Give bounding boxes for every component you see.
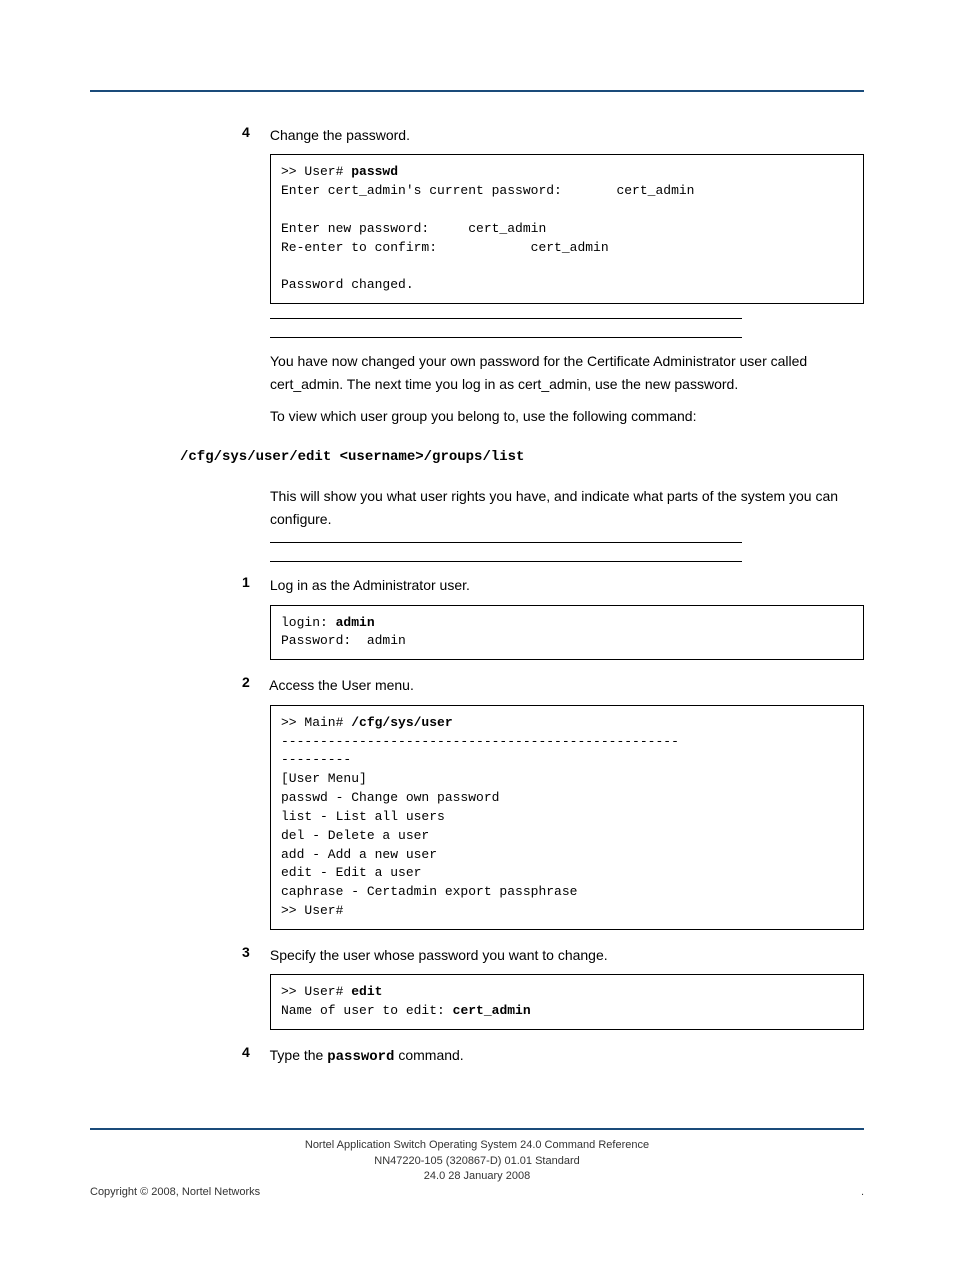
code-cmd: cert_admin	[453, 1003, 531, 1018]
step-2-code: >> Main# /cfg/sys/user -----------------…	[270, 705, 864, 930]
step-4-header: 4 Change the password.	[270, 124, 864, 146]
paragraph: To view which user group you belong to, …	[270, 405, 864, 427]
step-4-text: Change the password.	[270, 127, 410, 143]
top-rule	[90, 90, 864, 92]
step-2: 2 Access the User menu. >> Main# /cfg/sy…	[270, 674, 864, 930]
code-cmd: passwd	[351, 164, 398, 179]
code-cmd: /cfg/sys/user	[351, 715, 452, 730]
code-line: ---------	[281, 752, 351, 767]
code-line: ----------------------------------------…	[281, 734, 679, 749]
separator	[270, 542, 742, 543]
step-1-num: 1	[242, 574, 266, 590]
step-1-code: login: admin Password: admin	[270, 605, 864, 661]
code-prompt: >> User#	[281, 984, 351, 999]
code-line: Password: admin	[281, 633, 406, 648]
command-path: /cfg/sys/user/edit <username>/groups/lis…	[180, 449, 864, 465]
step-1-text: Log in as the Administrator user.	[270, 577, 470, 593]
step-4-code: >> User# passwd Enter cert_admin's curre…	[270, 154, 864, 304]
footer-copyright: Copyright © 2008, Nortel Networks	[90, 1185, 260, 1200]
page-content: 4 Change the password. >> User# passwd E…	[0, 0, 954, 1250]
footer-dot: .	[861, 1185, 864, 1200]
code-line: del - Delete a user	[281, 828, 429, 843]
code-line: caphrase - Certadmin export passphrase	[281, 884, 577, 899]
step-2-num: 2	[242, 674, 266, 690]
text-suffix: command.	[394, 1047, 463, 1063]
code-prompt: Name of user to edit:	[281, 1003, 453, 1018]
footer-rule	[90, 1128, 864, 1130]
step-1-header: 1 Log in as the Administrator user.	[270, 574, 864, 596]
code-line: add - Add a new user	[281, 847, 437, 862]
code-line: [User Menu]	[281, 771, 367, 786]
text-prefix: Type the	[270, 1047, 328, 1063]
code-prompt: >> Main#	[281, 715, 351, 730]
step-3-num: 3	[242, 944, 266, 960]
separator	[270, 561, 742, 562]
code-line: edit - Edit a user	[281, 865, 421, 880]
code-cmd: admin	[336, 615, 375, 630]
step-2-header: 2 Access the User menu.	[270, 674, 864, 696]
code-prompt: login:	[281, 615, 336, 630]
step-4b-text: Type the password command.	[270, 1047, 464, 1063]
step-4-bottom: 4 Type the password command.	[270, 1044, 864, 1068]
footer-date: 24.0 28 January 2008	[90, 1169, 864, 1184]
code-line: Re-enter to confirm: cert_admin	[281, 240, 609, 255]
step-3-header: 3 Specify the user whose password you wa…	[270, 944, 864, 966]
code-prompt: >> User#	[281, 164, 351, 179]
inline-cmd: password	[327, 1049, 394, 1065]
code-line: passwd - Change own password	[281, 790, 499, 805]
code-line: Enter cert_admin's current password: cer…	[281, 183, 694, 198]
step-4-top: 4 Change the password. >> User# passwd E…	[270, 124, 864, 304]
separator	[270, 318, 742, 319]
step-3: 3 Specify the user whose password you wa…	[270, 944, 864, 1030]
code-line: Password changed.	[281, 277, 414, 292]
step-2-text: Access the User menu.	[269, 677, 414, 693]
footer: Nortel Application Switch Operating Syst…	[90, 1128, 864, 1200]
step-4-num: 4	[242, 124, 266, 140]
code-line: >> User#	[281, 903, 343, 918]
paragraph: This will show you what user rights you …	[270, 485, 864, 530]
footer-product: Nortel Application Switch Operating Syst…	[90, 1138, 864, 1153]
footer-bottom-row: Copyright © 2008, Nortel Networks .	[90, 1185, 864, 1200]
code-cmd: edit	[351, 984, 382, 999]
footer-text: Nortel Application Switch Operating Syst…	[90, 1138, 864, 1200]
step-1: 1 Log in as the Administrator user. logi…	[270, 574, 864, 660]
step-4b-header: 4 Type the password command.	[270, 1044, 864, 1068]
footer-part: NN47220-105 (320867-D) 01.01 Standard	[90, 1154, 864, 1169]
paragraph: You have now changed your own password f…	[270, 350, 864, 395]
step-3-code: >> User# edit Name of user to edit: cert…	[270, 974, 864, 1030]
code-line: Enter new password: cert_admin	[281, 221, 546, 236]
separator	[270, 337, 742, 338]
step-3-text: Specify the user whose password you want…	[270, 947, 608, 963]
code-line: list - List all users	[281, 809, 445, 824]
step-4b-num: 4	[242, 1044, 266, 1060]
